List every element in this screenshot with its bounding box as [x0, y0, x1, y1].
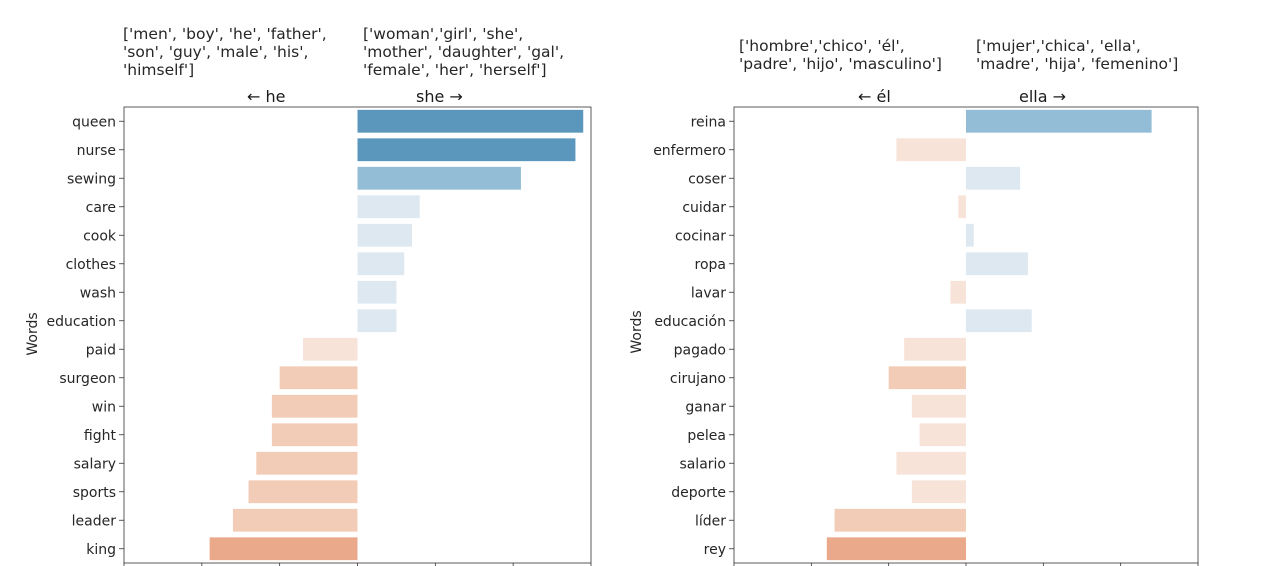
- male-words-list: ['men', 'boy', 'he', 'father', 'son', 'g…: [123, 25, 327, 79]
- bar-coser: [966, 166, 1021, 190]
- bar-surgeon: [279, 366, 358, 390]
- chart-panel-english: ['men', 'boy', 'he', 'father', 'son', 'g…: [0, 0, 620, 566]
- tick-label-clothes: clothes: [66, 257, 116, 273]
- female-words-list: ['woman','girl', 'she', 'mother', 'daugh…: [363, 25, 565, 79]
- tick-label-care: care: [86, 200, 116, 216]
- tick-label-cocinar: cocinar: [675, 228, 726, 244]
- tick-label-deporte: deporte: [671, 485, 726, 501]
- bar-cocinar: [966, 223, 974, 247]
- bar-cook: [357, 223, 412, 247]
- tick-label-pagado: pagado: [674, 342, 726, 358]
- bar-wash: [357, 280, 397, 304]
- tick-label-surgeon: surgeon: [59, 371, 116, 387]
- tick-label-educación: educación: [654, 314, 726, 330]
- bar-educación: [966, 309, 1032, 333]
- bar-chart-english: queen nurse sewing care cook clothes wash educa…: [47, 106, 592, 566]
- bar-sports: [248, 480, 358, 504]
- tick-label-paid: paid: [86, 342, 116, 358]
- tick-label-education: education: [47, 314, 116, 330]
- bar-clothes: [357, 252, 405, 276]
- tick-label-ropa: ropa: [695, 257, 726, 273]
- tick-label-rey: rey: [704, 542, 726, 558]
- left-direction-label: ← él: [858, 87, 891, 106]
- tick-label-pelea: pelea: [687, 428, 726, 444]
- bar-salary: [256, 451, 358, 475]
- bar-líder: [834, 508, 966, 532]
- tick-label-leader: leader: [72, 513, 117, 529]
- bar-deporte: [911, 480, 966, 504]
- bar-win: [271, 394, 358, 418]
- bar-lavar: [950, 280, 966, 304]
- tick-label-sewing: sewing: [67, 171, 116, 187]
- tick-label-cook: cook: [83, 228, 117, 244]
- bar-ropa: [966, 252, 1028, 276]
- bar-queen: [357, 109, 584, 133]
- tick-label-lavar: lavar: [691, 285, 726, 301]
- bar-rey: [826, 537, 966, 561]
- bar-leader: [232, 508, 358, 532]
- tick-label-fight: fight: [84, 428, 117, 444]
- female-words-list: ['mujer','chica', 'ella', 'madre', 'hija…: [976, 37, 1179, 73]
- tick-label-sports: sports: [73, 485, 116, 501]
- bar-salario: [896, 451, 966, 475]
- tick-label-wash: wash: [80, 285, 116, 301]
- right-direction-label: ella →: [1019, 87, 1067, 106]
- bar-paid: [303, 337, 358, 361]
- bar-chart-spanish: reina enfermero coser cuidar cocinar ropa lava…: [653, 106, 1199, 566]
- right-direction-label: she →: [416, 87, 463, 106]
- bar-reina: [966, 109, 1152, 133]
- bar-cirujano: [888, 366, 966, 390]
- bar-education: [357, 309, 397, 333]
- bar-cuidar: [958, 195, 966, 219]
- bar-fight: [271, 423, 358, 447]
- bar-king: [209, 537, 358, 561]
- bar-pelea: [919, 423, 966, 447]
- tick-label-cuidar: cuidar: [682, 200, 726, 216]
- tick-label-cirujano: cirujano: [670, 371, 726, 387]
- bar-enfermero: [896, 138, 966, 162]
- tick-label-win: win: [92, 399, 116, 415]
- tick-label-king: king: [86, 542, 116, 558]
- left-direction-label: ← he: [247, 87, 286, 106]
- tick-label-reina: reina: [691, 114, 726, 130]
- tick-label-nurse: nurse: [77, 143, 116, 159]
- bar-care: [357, 195, 420, 219]
- tick-label-ganar: ganar: [685, 399, 726, 415]
- tick-label-enfermero: enfermero: [653, 143, 726, 159]
- bar-nurse: [357, 138, 576, 162]
- male-words-list: ['hombre','chico', 'él', 'padre', 'hijo'…: [739, 37, 942, 73]
- bar-sewing: [357, 166, 521, 190]
- bar-pagado: [904, 337, 966, 361]
- tick-label-salario: salario: [679, 456, 726, 472]
- tick-label-líder: líder: [695, 513, 726, 529]
- tick-label-queen: queen: [72, 114, 116, 130]
- tick-label-salary: salary: [74, 456, 116, 472]
- tick-label-coser: coser: [688, 171, 726, 187]
- bar-ganar: [911, 394, 966, 418]
- chart-panel-spanish: ['hombre','chico', 'él', 'padre', 'hijo'…: [620, 0, 1280, 566]
